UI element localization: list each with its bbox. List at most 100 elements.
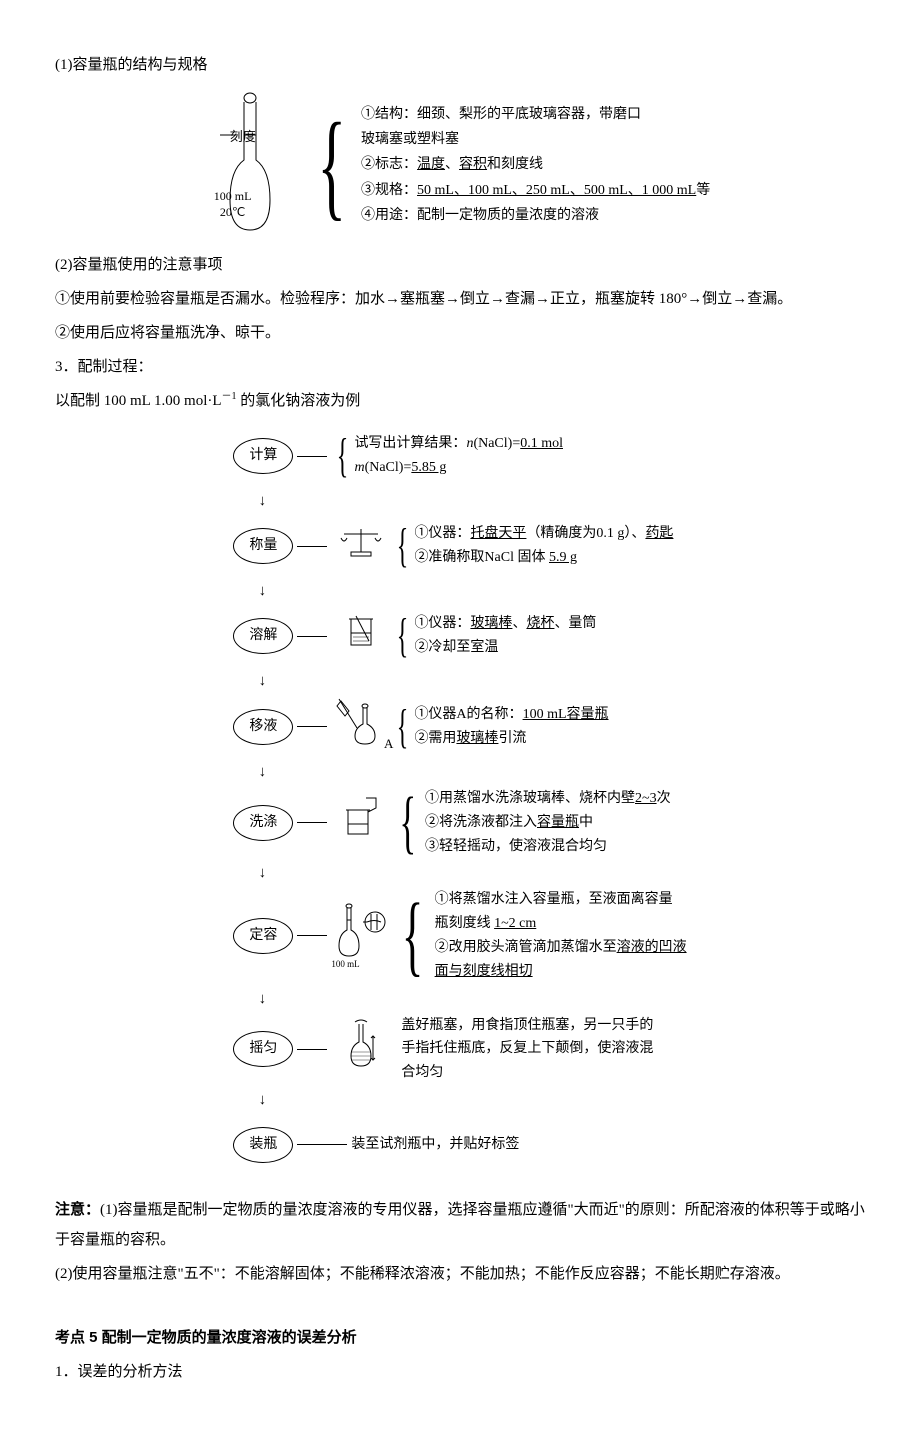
transfer-mark-a: A	[384, 731, 393, 757]
calc-m: m	[354, 460, 364, 475]
fill-vol-mark: 100 mL	[331, 955, 359, 973]
ws-l1a: ①用蒸馏水洗涤玻璃棒、烧杯内壁	[425, 791, 635, 806]
ws-l3: ③轻轻摇动，使溶液混合均匀	[425, 835, 671, 859]
step-calc: 计算 { 试写出计算结果：n(NaCl)=0.1 mol m(NaCl)=5.8…	[233, 426, 563, 486]
brace-icon: {	[397, 703, 409, 751]
t-l2b: 玻璃棒	[456, 731, 498, 746]
spec-l4: ④用途：配制一定物质的量浓度的溶液	[361, 208, 599, 223]
brace-icon: {	[397, 612, 409, 660]
f-l2a: ②改用胶头滴管滴加蒸馏水至	[435, 940, 617, 955]
connector-line	[297, 546, 327, 547]
section3-title: 3．配制过程：	[55, 352, 865, 382]
f-l2c: 面与刻度线相切	[435, 964, 533, 979]
connector-line	[297, 726, 327, 727]
s-l2: 手指托住瓶底，反复上下颠倒，使溶液混	[401, 1037, 653, 1061]
pour-flask-icon: A	[331, 696, 391, 757]
f-l1a: ①将蒸馏水注入容量瓶，至液面离容量	[435, 888, 687, 912]
step-bottle: 装瓶 装至试剂瓶中，并贴好标签	[233, 1115, 519, 1175]
section1-title: (1)容量瓶的结构与规格	[55, 50, 865, 80]
badge-fill: 定容	[233, 918, 293, 954]
badge-weigh: 称量	[233, 528, 293, 564]
arrow-down-icon: ↓	[259, 1085, 267, 1115]
brace-icon: {	[318, 105, 347, 225]
d-l1e: 、量筒	[554, 616, 596, 631]
intro-b: 的氯化钠溶液为例	[237, 393, 361, 409]
t-l1b: 100 mL容量瓶	[523, 707, 609, 722]
arrow-down-icon: ↓	[259, 984, 267, 1014]
section3-intro: 以配制 100 mL 1.00 mol·L－1 的氯化钠溶液为例	[55, 386, 865, 416]
badge-transfer: 移液	[233, 709, 293, 745]
t-l2c: 引流	[498, 731, 526, 746]
step-dissolve: 溶解 { ①仪器：玻璃棒、烧杯、量筒 ②冷却至室温	[233, 606, 596, 666]
d-l1c: 、	[512, 616, 526, 631]
brace-icon: {	[400, 788, 417, 858]
f-l2b: 溶液的凹液	[617, 940, 687, 955]
section2-title: (2)容量瓶使用的注意事项	[55, 250, 865, 280]
balance-icon	[331, 524, 391, 569]
shake-flask-icon	[331, 1016, 391, 1083]
spec-l2e: 和刻度线	[487, 157, 543, 172]
arrow-down-icon: ↓	[259, 486, 267, 516]
ws-l1b: 2~3	[635, 791, 657, 806]
d-l1d: 烧杯	[526, 616, 554, 631]
flask-vol: 100 mL	[214, 189, 252, 203]
spec-l2d: 容积	[459, 157, 487, 172]
f-l1b: 瓶刻度线	[435, 916, 495, 931]
connector-line	[297, 935, 327, 936]
t-l1a: ①仪器A的名称：	[414, 707, 522, 722]
badge-calc: 计算	[233, 438, 293, 474]
calc-l2b: (NaCl)=	[365, 460, 412, 475]
note-p1-text: (1)容量瓶是配制一定物质的量浓度溶液的专用仪器，选择容量瓶应遵循"大而近"的原…	[55, 1202, 865, 1248]
f-l1c: 1~2 cm	[494, 916, 536, 931]
beaker-icon	[331, 611, 391, 662]
note-p2: (2)使用容量瓶注意"五不"：不能溶解固体；不能稀释浓溶液；不能加热；不能作反应…	[55, 1259, 865, 1289]
intro-a: 以配制 100 mL 1.00 mol·L	[55, 393, 222, 409]
section2-p1: ①使用前要检验容量瓶是否漏水。检验程序：加水→塞瓶塞→倒立→查漏→正立，瓶塞旋转…	[55, 284, 865, 314]
d-l1b: 玻璃棒	[470, 616, 512, 631]
arrow-down-icon: ↓	[259, 666, 267, 696]
section2-p2: ②使用后应将容量瓶洗净、晾干。	[55, 318, 865, 348]
flask-spec-lines: ①结构：细颈、梨形的平底玻璃容器，带磨口 玻璃塞或塑料塞 ②标志：温度、容积和刻…	[361, 102, 710, 228]
arrow-down-icon: ↓	[259, 576, 267, 606]
spec-l3b: 50 mL、100 mL、250 mL、500 mL、1 000 mL	[417, 183, 696, 198]
spec-l2a: ②标志：	[361, 157, 417, 172]
step-fill: 定容 100 mL { ①将蒸馏水注入容量瓶，至液面离容量 瓶刻度线 1~2 c…	[233, 888, 686, 983]
ws-l1c: 次	[657, 791, 671, 806]
arrow-down-icon: ↓	[259, 757, 267, 787]
fill-flask-icon: 100 mL	[331, 900, 391, 971]
s-l1: 盖好瓶塞，用食指顶住瓶塞，另一只手的	[401, 1014, 653, 1038]
step-shake: 摇匀 盖好瓶塞，用食指顶住瓶塞，另一只手的 手指托住瓶底，反复上下颠倒，使溶液混…	[233, 1014, 653, 1085]
step-weigh: 称量 { ①仪器：托盘天平（精确度为0.1 g）、药匙 ②准确称取NaCl 固体…	[233, 516, 673, 576]
step-transfer: 移液 A { ①仪器A的名称：100 mL容量瓶 ②需用玻璃棒引流	[233, 696, 608, 757]
spec-l3a: ③规格：	[361, 183, 417, 198]
brace-icon: {	[337, 432, 349, 480]
badge-bottle: 装瓶	[233, 1127, 293, 1163]
flask-temp: 20℃	[220, 205, 245, 219]
spec-l1b: 玻璃塞或塑料塞	[361, 132, 459, 147]
badge-dissolve: 溶解	[233, 618, 293, 654]
flask-scale-label: 刻度	[230, 124, 256, 150]
w-l1c: （精确度为0.1 g）、	[526, 526, 645, 541]
ws-l2a: ②将洗涤液都注入	[425, 815, 537, 830]
calc-l1d: 0.1 mol	[520, 436, 563, 451]
brace-icon: {	[397, 522, 409, 570]
spec-l1a: ①结构：细颈、梨形的平底玻璃容器，带磨口	[361, 107, 641, 122]
w-l1d: 药匙	[645, 526, 673, 541]
note-p1: 注意：(1)容量瓶是配制一定物质的量浓度溶液的专用仪器，选择容量瓶应遵循"大而近…	[55, 1195, 865, 1255]
ws-l2c: 中	[579, 815, 593, 830]
calc-l2c: 5.85 g	[411, 460, 446, 475]
note-head: 注意：	[55, 1201, 100, 1218]
connector-line	[297, 636, 327, 637]
flask-diagram: 刻度 100 mL 20℃ { ①结构：细颈、梨形的平底玻璃容器，带磨口 玻璃塞…	[55, 90, 865, 240]
calc-l1c: (NaCl)=	[473, 436, 520, 451]
kd5-title: 考点 5 配制一定物质的量浓度溶液的误差分析	[55, 1323, 865, 1353]
brace-icon: {	[402, 891, 424, 981]
w-l2b: 5.9 g	[549, 550, 577, 565]
step-wash: 洗涤 { ①用蒸馏水洗涤玻璃棒、烧杯内壁2~3次 ②将洗涤液都注入容量瓶中 ③轻…	[233, 787, 670, 858]
d-l2: ②冷却至室温	[414, 636, 596, 660]
w-l1a: ①仪器：	[414, 526, 470, 541]
flask-vol-label: 100 mL 20℃	[214, 189, 252, 220]
connector-line	[297, 456, 327, 457]
connector-line	[297, 822, 327, 823]
d-l1a: ①仪器：	[414, 616, 470, 631]
